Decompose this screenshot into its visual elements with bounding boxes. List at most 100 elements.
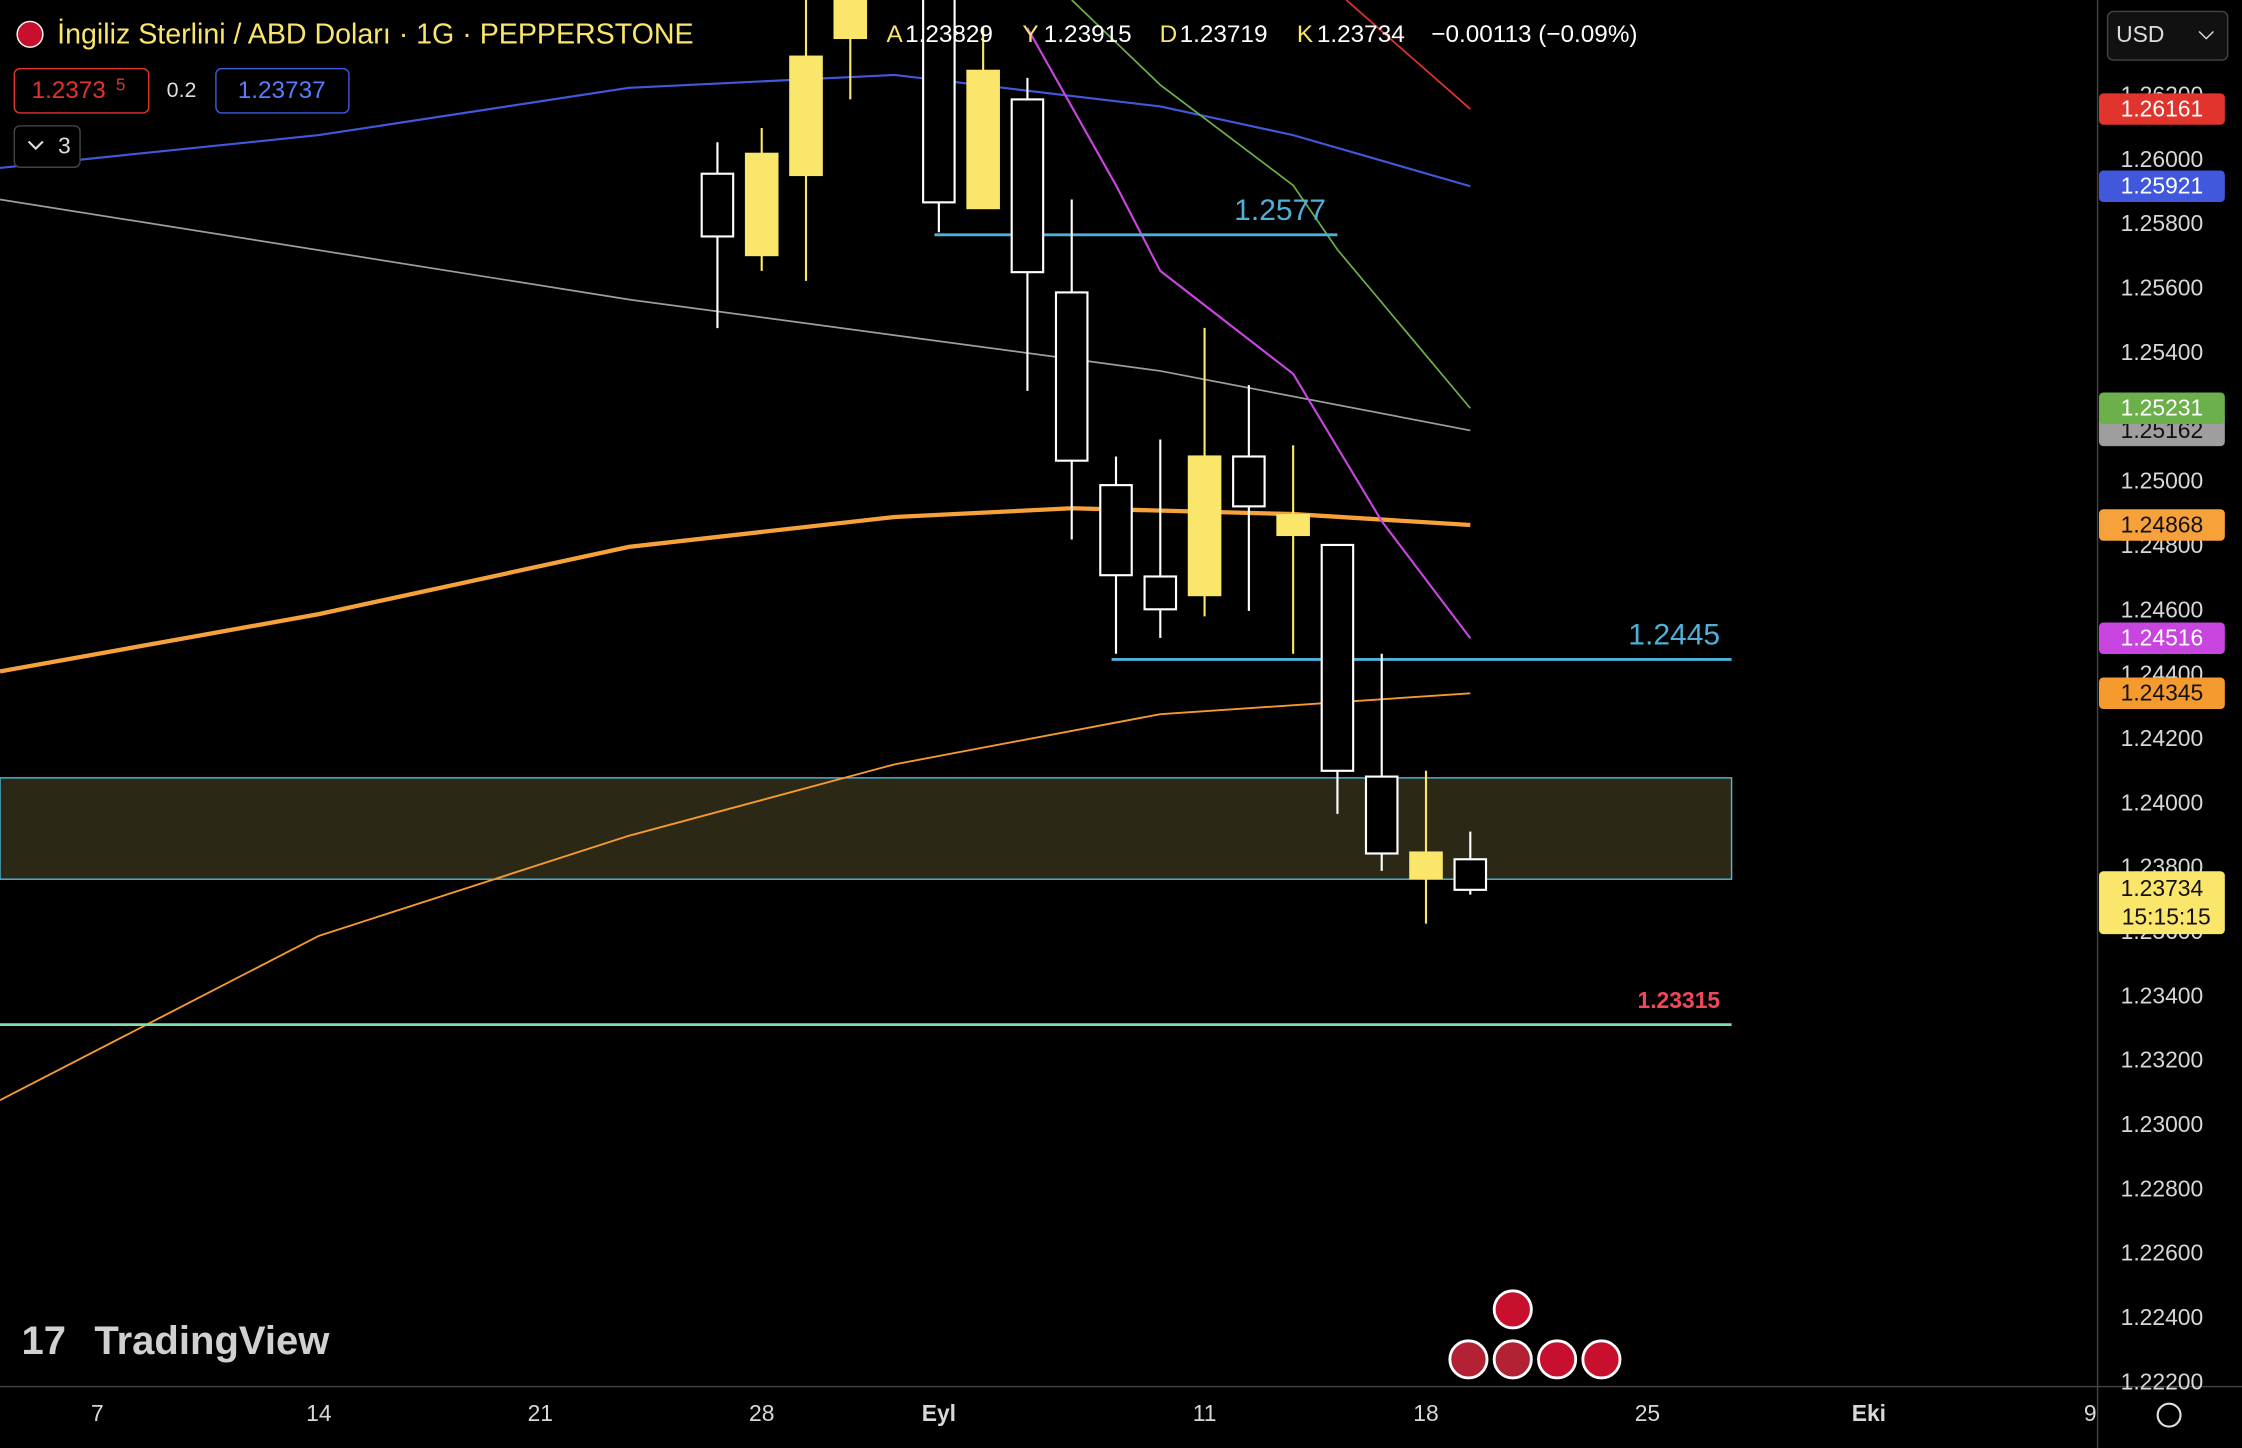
settings-icon[interactable] — [2156, 1402, 2182, 1428]
candle-body — [1099, 484, 1133, 577]
moving-average — [0, 73, 1471, 188]
candle-body — [966, 69, 1000, 210]
price-tag-label: 1.24345 — [2121, 680, 2204, 706]
candle-body — [1453, 858, 1488, 891]
price-tag — [2099, 392, 2225, 424]
candle-body — [1409, 851, 1443, 880]
x-tick-label: Eki — [1852, 1400, 1886, 1426]
symbol-icon — [16, 20, 44, 48]
price-tag — [2099, 170, 2225, 202]
event-flag[interactable] — [1581, 1339, 1622, 1380]
event-flag[interactable] — [1492, 1289, 1533, 1330]
level-label: 1.23315 — [1637, 987, 1720, 1013]
last-price-tag — [2099, 871, 2225, 935]
moving-average — [1345, 0, 1471, 110]
buy-button[interactable] — [215, 67, 350, 114]
price-tag — [2099, 509, 2225, 541]
level-label: 1.2577 — [1234, 194, 1326, 227]
y-tick-label: 1.24000 — [2121, 789, 2204, 815]
price-tag-label: 1.26161 — [2121, 96, 2204, 122]
ohlc-label: Y — [1022, 21, 1038, 48]
ohlc-value: 1.23915 — [1044, 21, 1132, 48]
chevron — [27, 140, 44, 151]
ohlc-label: A — [887, 21, 904, 48]
logo-mark: 17 — [21, 1319, 66, 1363]
bid-pip: 5 — [116, 74, 126, 94]
event-flag[interactable] — [1448, 1339, 1489, 1380]
event-flag[interactable] — [1537, 1339, 1578, 1380]
spread: 0.2 — [167, 78, 197, 102]
y-tick-label: 1.22600 — [2121, 1240, 2204, 1266]
y-tick-label: 1.25400 — [2121, 339, 2204, 365]
y-tick-label: 1.22800 — [2121, 1175, 2204, 1201]
currency: USD — [2116, 21, 2164, 47]
ask: 1.23737 — [238, 77, 326, 104]
y-tick-label: 1.25600 — [2121, 275, 2204, 301]
last-price: 1.23734 — [2121, 875, 2204, 901]
candle-body — [1232, 455, 1266, 508]
event-flags — [1448, 1289, 1622, 1380]
price-tag — [2099, 93, 2225, 125]
indicator-toggle[interactable] — [13, 125, 81, 168]
symbol-title[interactable]: İngiliz Sterlini / ABD Doları · 1G · PEP… — [57, 17, 693, 50]
price-tag-label: 1.25921 — [2121, 173, 2204, 199]
x-tick-label: 25 — [1635, 1400, 1660, 1426]
candle-body — [1364, 775, 1399, 855]
candle-body — [1187, 455, 1222, 597]
change: −0.00113 (−0.09%) — [1431, 21, 1637, 48]
candle-body — [744, 152, 779, 257]
candle-body — [789, 55, 823, 177]
y-tick-label: 1.26000 — [2121, 146, 2204, 172]
axes: 1.22200 1.22400 1.22600 1.22800 1.23000 1.232… — [91, 82, 2225, 1426]
level-label: 1.2445 — [1628, 619, 1720, 652]
logo[interactable]: TradingView — [94, 1319, 330, 1363]
price-tag — [2099, 622, 2225, 654]
candle-body — [833, 0, 868, 40]
currency-button[interactable] — [2106, 10, 2229, 61]
y-tick-label: 1.24600 — [2121, 596, 2204, 622]
candle-body — [1143, 575, 1178, 611]
bid: 1.2373 — [31, 77, 105, 104]
y-tick-label: 1.23200 — [2121, 1047, 2204, 1073]
candle-body — [1010, 98, 1045, 274]
y-tick-label: 1.25800 — [2121, 210, 2204, 236]
y-tick-label: 1.23400 — [2121, 982, 2204, 1008]
zone — [0, 777, 1733, 880]
x-tick-label: 9 — [2084, 1400, 2097, 1426]
ohlc-value: 1.23734 — [1317, 21, 1405, 48]
candle-body — [1276, 513, 1310, 537]
moving-average — [0, 198, 1471, 432]
sell-button[interactable] — [13, 67, 150, 114]
price-tag — [2099, 677, 2225, 709]
x-tick-label: Eyl — [922, 1400, 956, 1426]
price-tag-label: 1.25231 — [2121, 395, 2204, 421]
countdown: 15:15:15 — [2122, 903, 2211, 929]
candle-body — [1320, 543, 1355, 772]
ohlc-label: D — [1160, 21, 1178, 48]
moving-average — [1071, 0, 1471, 409]
x-tick-label: 21 — [528, 1400, 553, 1426]
x-tick-label: 18 — [1413, 1400, 1438, 1426]
event-flag[interactable] — [1492, 1339, 1533, 1380]
ohlc-label: K — [1297, 21, 1313, 48]
candle-body — [1054, 291, 1089, 462]
y-tick-label: 1.22400 — [2121, 1304, 2204, 1330]
ohlc-value: 1.23719 — [1180, 21, 1268, 48]
moving-average — [0, 692, 1471, 1102]
candle-body — [922, 0, 956, 204]
indicator-count: 3 — [58, 132, 71, 158]
chevron — [2198, 30, 2214, 40]
moving-average — [1026, 27, 1472, 639]
price-tag-label: 1.24868 — [2121, 511, 2204, 537]
x-tick-label: 14 — [306, 1400, 332, 1426]
price-tag-label: 1.24516 — [2121, 625, 2204, 651]
y-tick-label: 1.25000 — [2121, 468, 2204, 494]
x-tick-label: 11 — [1193, 1400, 1217, 1426]
candle-body — [700, 172, 735, 238]
x-tick-label: 28 — [749, 1400, 774, 1426]
plot-area: 1.2577 1.2445 1.23315 — [0, 0, 1733, 1102]
y-tick-label: 1.24200 — [2121, 725, 2204, 751]
